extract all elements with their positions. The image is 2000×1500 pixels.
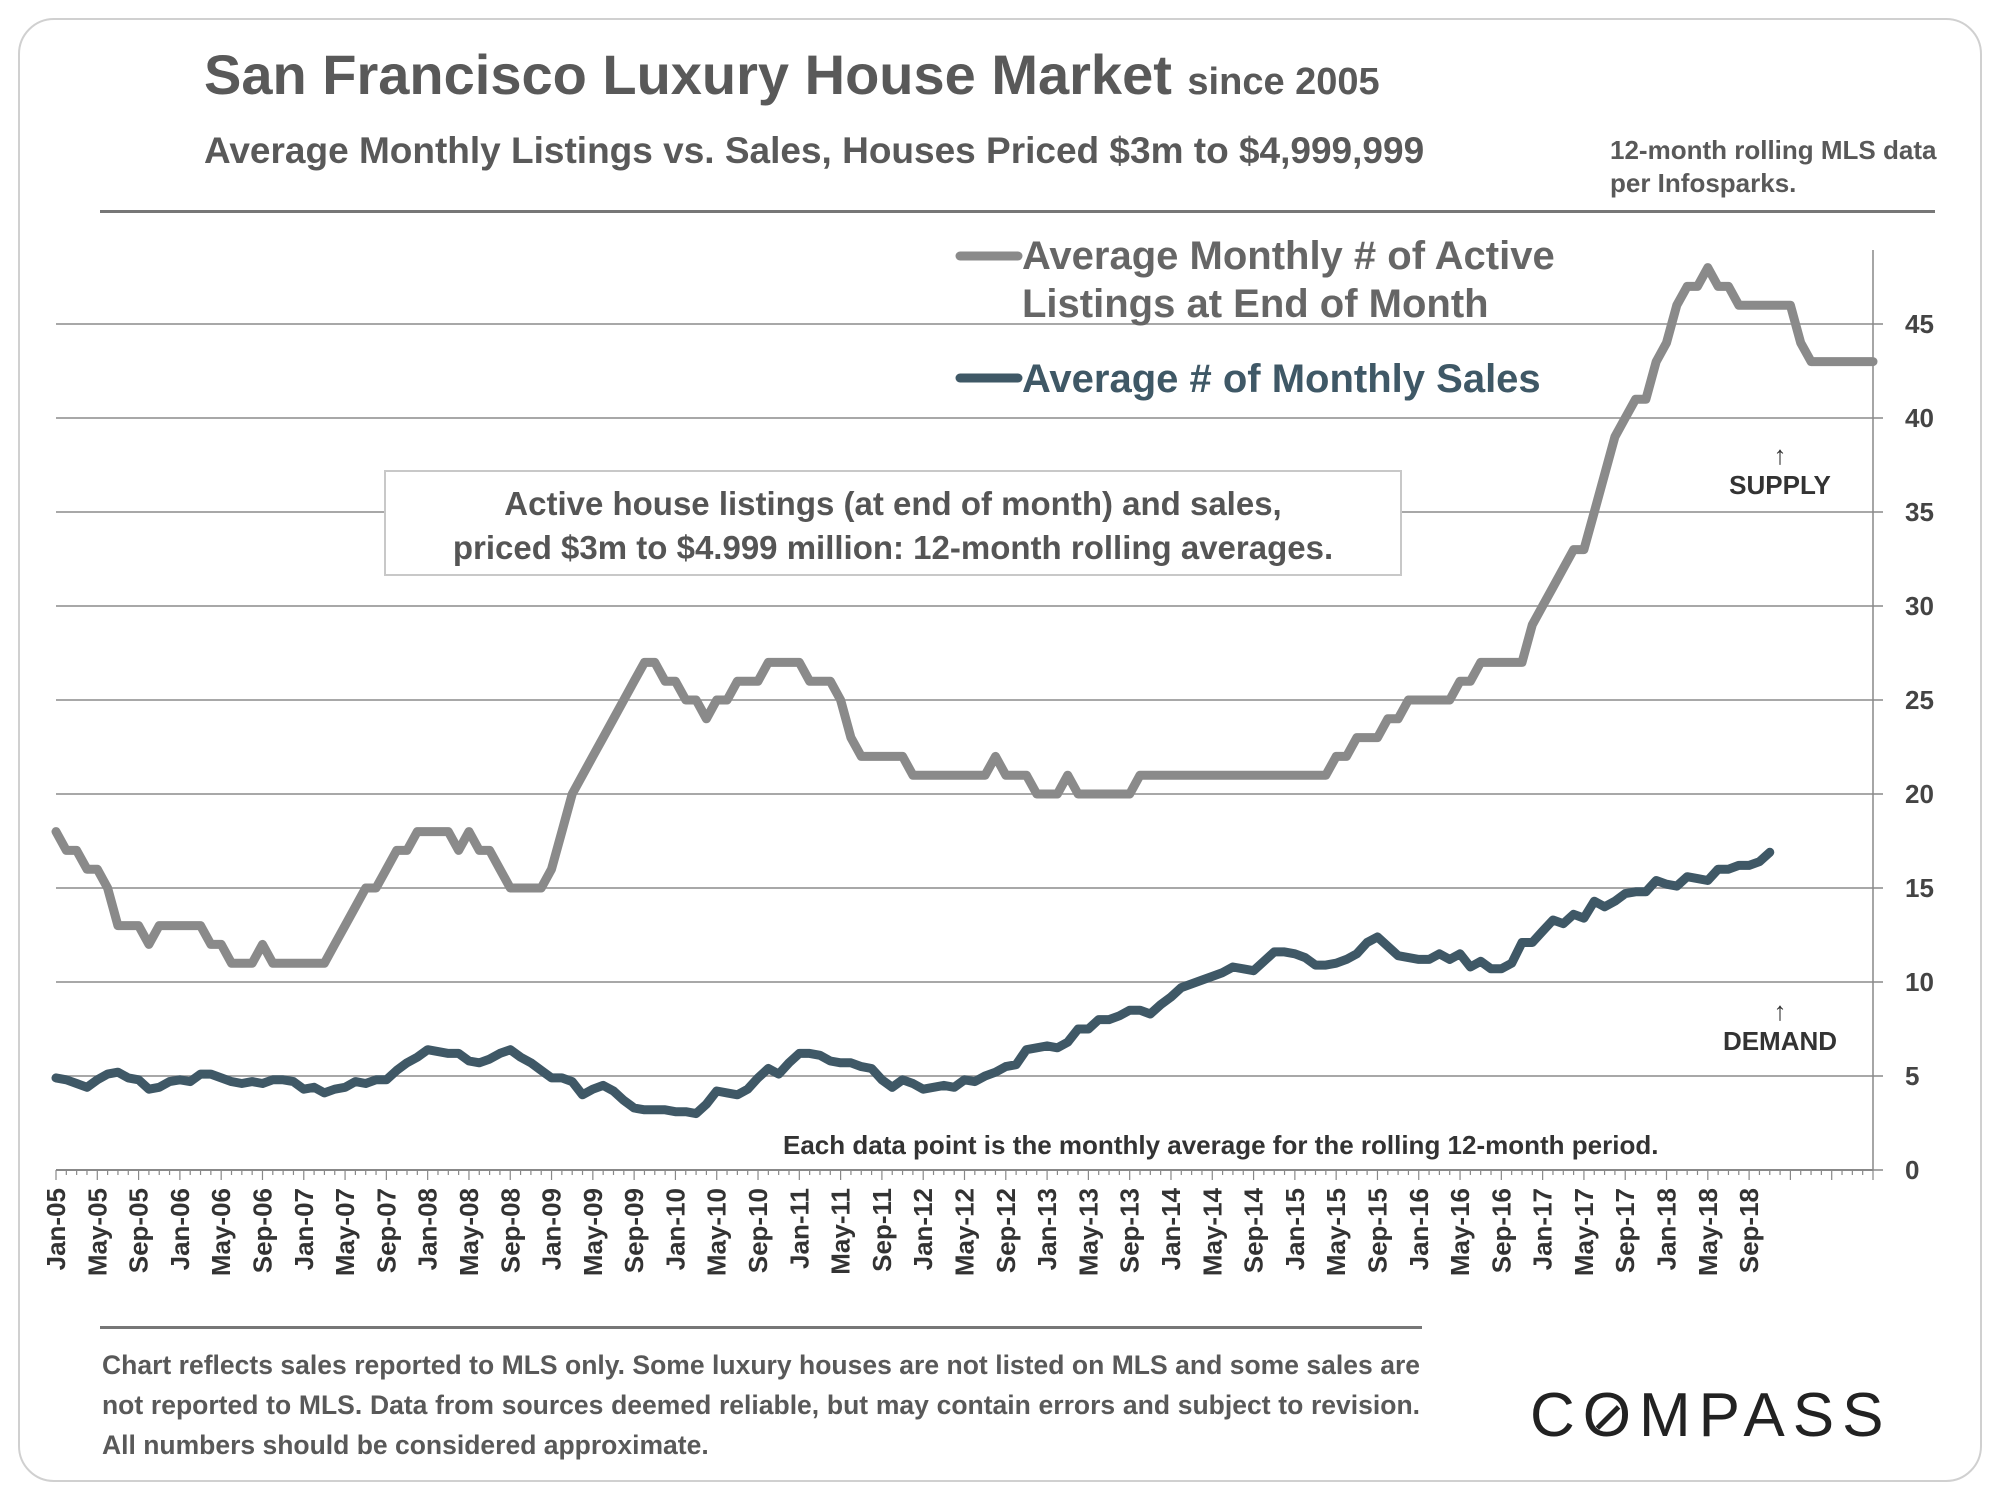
x-tick-label: Sep-16 xyxy=(1486,1188,1516,1273)
x-tick-label: Sep-17 xyxy=(1610,1188,1640,1273)
x-tick-label: May-15 xyxy=(1321,1188,1351,1276)
x-tick-label: May-16 xyxy=(1445,1188,1475,1276)
x-tick-label: Sep-12 xyxy=(991,1188,1021,1273)
top-divider xyxy=(100,210,1935,213)
supply-label: SUPPLY xyxy=(1729,470,1831,500)
x-tick-label: Sep-15 xyxy=(1362,1188,1392,1273)
x-tick-label: Sep-09 xyxy=(619,1188,649,1273)
x-tick-label: Jan-16 xyxy=(1404,1188,1434,1270)
x-tick-label: Jan-12 xyxy=(908,1188,938,1270)
x-tick-label: Jan-05 xyxy=(41,1188,71,1270)
x-tick-label: May-13 xyxy=(1073,1188,1103,1276)
bottom-divider xyxy=(100,1326,1422,1329)
x-tick-label: May-06 xyxy=(206,1188,236,1276)
x-tick-label: May-08 xyxy=(454,1188,484,1276)
demand-annotation: ↑ DEMAND xyxy=(1680,996,1880,1056)
description-line-2: priced $3m to $4.999 million: 12-month r… xyxy=(452,529,1334,566)
x-tick-label: Jan-13 xyxy=(1032,1188,1062,1270)
compass-logo: COMPASS xyxy=(1530,1381,1892,1450)
y-tick-label: 20 xyxy=(1905,779,1934,809)
page-subtitle: Average Monthly Listings vs. Sales, Hous… xyxy=(204,130,1425,171)
x-tick-label: Sep-13 xyxy=(1115,1188,1145,1273)
title-suffix: since 2005 xyxy=(1187,61,1380,103)
x-tick-label: Jan-15 xyxy=(1280,1188,1310,1270)
description-line-1: Active house listings (at end of month) … xyxy=(504,485,1282,522)
y-tick-label: 15 xyxy=(1905,873,1934,903)
x-tick-label: Jan-14 xyxy=(1156,1187,1186,1270)
series-line-listings xyxy=(51,263,1878,968)
y-tick-label: 40 xyxy=(1905,403,1934,433)
x-tick-label: May-09 xyxy=(578,1188,608,1276)
x-tick-label: Sep-07 xyxy=(371,1188,401,1273)
chart-frame xyxy=(18,18,1982,1482)
disclaimer: Chart reflects sales reported to MLS onl… xyxy=(102,1350,1420,1460)
y-tick-label: 25 xyxy=(1905,685,1934,715)
x-tick-label: Jan-17 xyxy=(1528,1188,1558,1270)
x-tick-label: Jan-18 xyxy=(1652,1188,1682,1270)
x-tick-label: Sep-10 xyxy=(743,1188,773,1273)
x-tick-label: Jan-07 xyxy=(289,1188,319,1270)
x-tick-label: May-12 xyxy=(950,1188,980,1276)
series-line-sales xyxy=(51,847,1775,1119)
y-tick-label: 35 xyxy=(1905,497,1934,527)
legend-label-listings-line2: Listings at End of Month xyxy=(1022,282,1489,326)
series-lines xyxy=(51,263,1878,1119)
legend-label-listings-line1: Average Monthly # of Active xyxy=(1022,234,1555,278)
title-main: San Francisco Luxury House Market xyxy=(204,43,1172,106)
axes: 0 5 10 15 20 25 30 35 40 45 Jan-05 May-05 Sep-05 Jan-… xyxy=(41,250,1934,1276)
legend-label-sales: Average # of Monthly Sales xyxy=(1022,357,1541,401)
x-tick-label: Jan-06 xyxy=(165,1188,195,1270)
x-tick-label: Jan-08 xyxy=(413,1188,443,1270)
x-tick-label: Sep-08 xyxy=(495,1188,525,1273)
supply-annotation: ↑ SUPPLY xyxy=(1680,440,1880,500)
x-tick-label: May-11 xyxy=(826,1188,856,1275)
x-tick-label: Sep-14 xyxy=(1239,1187,1269,1273)
x-tick-label: Sep-11 xyxy=(867,1188,897,1272)
page-title: San Francisco Luxury House Market since … xyxy=(204,42,1380,107)
x-tick-label: Jan-10 xyxy=(660,1188,690,1270)
x-tick-label: May-18 xyxy=(1693,1188,1723,1276)
x-tick-label: Sep-18 xyxy=(1734,1188,1764,1273)
x-tick-label: May-05 xyxy=(82,1188,112,1276)
x-tick-label: May-10 xyxy=(702,1188,732,1276)
x-tick-label: May-14 xyxy=(1197,1187,1227,1276)
legend: Average Monthly # of Active Listings at … xyxy=(955,234,1555,401)
x-tick-label: Jan-11 xyxy=(784,1188,814,1269)
y-tick-label: 45 xyxy=(1905,309,1934,339)
y-tick-label: 0 xyxy=(1905,1155,1919,1185)
x-tick-label: May-07 xyxy=(330,1188,360,1276)
x-tick-label: May-17 xyxy=(1569,1188,1599,1276)
source-note: 12-month rolling MLS data per Infosparks… xyxy=(1610,135,1937,198)
y-tick-label: 10 xyxy=(1905,967,1934,997)
y-tick-label: 5 xyxy=(1905,1061,1919,1091)
demand-arrow-icon: ↑ xyxy=(1773,996,1787,1026)
demand-label: DEMAND xyxy=(1722,1026,1838,1056)
supply-arrow-icon: ↑ xyxy=(1773,440,1787,470)
chart-description-box: Active house listings (at end of month) … xyxy=(384,470,1402,576)
x-tick-label: Sep-05 xyxy=(124,1188,154,1273)
y-tick-label: 30 xyxy=(1905,591,1934,621)
x-tick-label: Jan-09 xyxy=(537,1188,567,1270)
x-tick-label: Sep-06 xyxy=(247,1188,277,1273)
data-point-note: Each data point is the monthly average f… xyxy=(783,1130,1659,1160)
